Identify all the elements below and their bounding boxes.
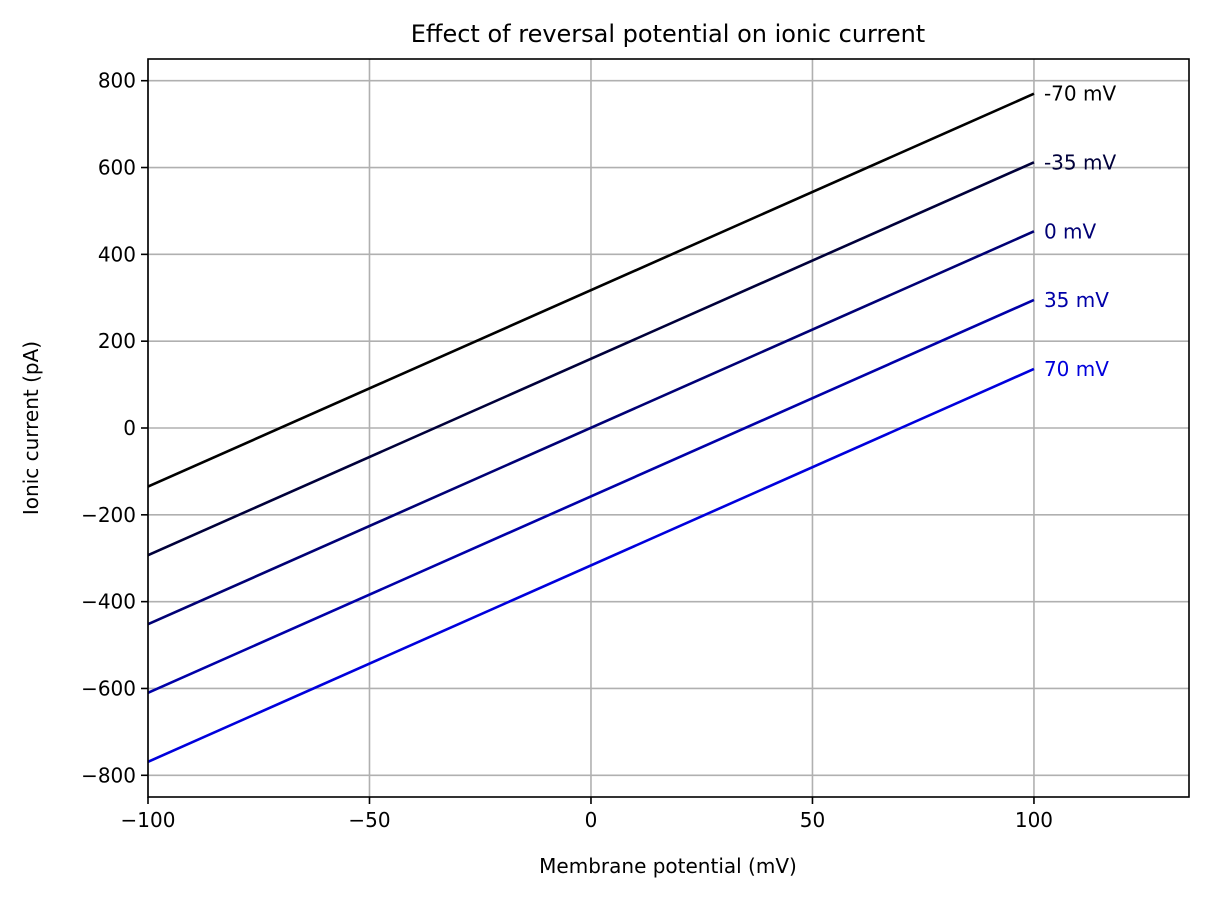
series-label: -70 mV xyxy=(1044,82,1117,106)
y-tick-label: 0 xyxy=(123,416,136,440)
y-tick-label: 400 xyxy=(98,242,136,266)
y-tick-label: −400 xyxy=(81,590,136,614)
grid xyxy=(147,59,1189,797)
series-label: 35 mV xyxy=(1044,288,1109,312)
series-lines xyxy=(147,92,1035,764)
chart-title: Effect of reversal potential on ionic cu… xyxy=(411,20,925,48)
x-tick-label: −100 xyxy=(121,808,176,832)
series-label: -35 mV xyxy=(1044,150,1117,174)
x-tick-label: −50 xyxy=(348,808,390,832)
y-tick-label: −600 xyxy=(81,676,136,700)
series-line xyxy=(147,230,1035,626)
y-tick-label: −200 xyxy=(81,503,136,527)
x-axis-title: Membrane potential (mV) xyxy=(539,854,797,878)
x-tick-label: 50 xyxy=(800,808,825,832)
y-tick-label: 200 xyxy=(98,329,136,353)
x-tick-label: 0 xyxy=(585,808,598,832)
series-line xyxy=(147,161,1035,557)
axis-ticks: −100 −50 0 50 100 −800 −600 −400 −200 0 200 400 600 8… xyxy=(81,69,1053,832)
series-label: 0 mV xyxy=(1044,219,1097,243)
series-labels: -70 mV -35 mV 0 mV 35 mV 70 mV xyxy=(1044,82,1117,381)
y-tick-label: −800 xyxy=(81,763,136,787)
series-label: 70 mV xyxy=(1044,357,1109,381)
y-axis-title: Ionic current (pA) xyxy=(19,341,43,515)
series-line xyxy=(147,367,1035,764)
y-tick-label: 800 xyxy=(98,69,136,93)
series-line xyxy=(147,92,1035,488)
x-tick-label: 100 xyxy=(1015,808,1053,832)
series-line xyxy=(147,298,1035,695)
y-tick-label: 600 xyxy=(98,156,136,180)
